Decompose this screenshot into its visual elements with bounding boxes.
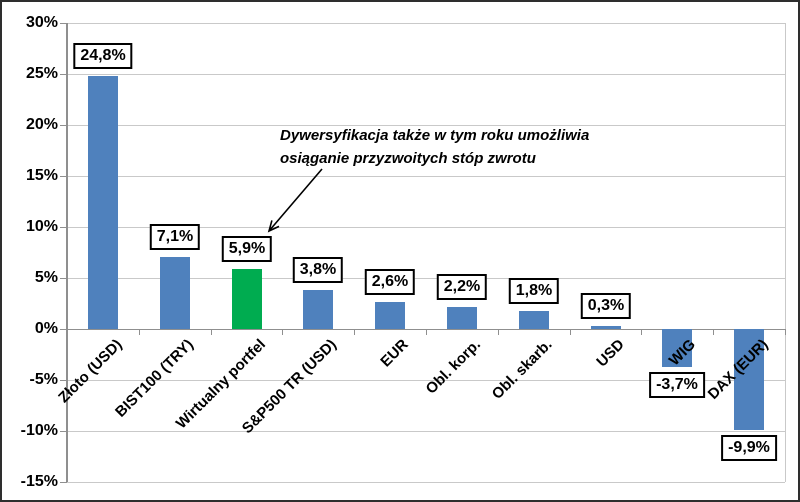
y-axis-tick bbox=[60, 278, 67, 279]
y-axis-tick bbox=[60, 482, 67, 483]
bar bbox=[88, 76, 118, 329]
bar bbox=[591, 326, 621, 329]
category-label-text: Obl. korp. bbox=[422, 336, 485, 398]
y-axis-tick-label: 20% bbox=[25, 116, 58, 133]
x-axis-tick bbox=[426, 329, 427, 335]
value-label: 0,3% bbox=[580, 293, 632, 319]
y-axis-tick-label: 0% bbox=[34, 320, 58, 337]
y-axis-tick-label: 10% bbox=[25, 218, 58, 235]
category-label-text: USD bbox=[593, 336, 629, 371]
annotation-line-2: osiąganie przyzwoitych stóp zwrotu bbox=[280, 150, 536, 167]
y-axis-tick bbox=[60, 431, 67, 432]
value-label: 3,8% bbox=[292, 257, 344, 283]
category-label-text: Obl. skarb. bbox=[489, 336, 557, 403]
bar bbox=[662, 329, 692, 367]
value-label: 2,2% bbox=[436, 274, 488, 300]
x-axis-tick bbox=[282, 329, 283, 335]
gridline bbox=[67, 227, 785, 228]
y-axis-tick bbox=[60, 380, 67, 381]
category-label-text: EUR bbox=[377, 336, 413, 371]
y-axis-tick-label: 5% bbox=[34, 269, 58, 286]
plot-right-border bbox=[785, 23, 786, 482]
x-axis-tick bbox=[139, 329, 140, 335]
value-label: 2,6% bbox=[364, 269, 416, 295]
gridline bbox=[67, 431, 785, 432]
gridline bbox=[67, 176, 785, 177]
x-axis-tick bbox=[641, 329, 642, 335]
y-axis-tick-label: 25% bbox=[25, 65, 58, 82]
y-axis-tick bbox=[60, 74, 67, 75]
y-axis-tick-label: -15% bbox=[20, 473, 58, 490]
y-axis-tick-label: 15% bbox=[25, 167, 58, 184]
y-axis-tick bbox=[60, 227, 67, 228]
value-label: 24,8% bbox=[73, 43, 133, 69]
gridline bbox=[67, 23, 785, 24]
x-axis-tick bbox=[570, 329, 571, 335]
annotation-text: Dywersyfikacja także w tym roku umożliwi… bbox=[280, 124, 589, 170]
y-axis-tick bbox=[60, 176, 67, 177]
gridline bbox=[67, 482, 785, 483]
bar-highlighted bbox=[232, 269, 262, 329]
x-axis-tick bbox=[498, 329, 499, 335]
value-label: 1,8% bbox=[508, 278, 560, 304]
gridline bbox=[67, 278, 785, 279]
bar bbox=[734, 329, 764, 430]
y-axis-tick-label: 30% bbox=[25, 14, 58, 31]
y-axis-tick-label: -5% bbox=[29, 371, 58, 388]
value-label: 7,1% bbox=[149, 224, 201, 250]
annotation-arrow bbox=[267, 168, 323, 233]
bar bbox=[303, 290, 333, 329]
bar bbox=[519, 311, 549, 329]
y-axis-tick-label: -10% bbox=[20, 422, 58, 439]
value-label: -9,9% bbox=[721, 435, 777, 461]
gridline bbox=[67, 74, 785, 75]
y-axis-tick bbox=[60, 23, 67, 24]
gridline bbox=[67, 125, 785, 126]
value-label: -3,7% bbox=[649, 372, 705, 398]
y-axis-line bbox=[66, 23, 68, 482]
gridline bbox=[67, 380, 785, 381]
x-axis-tick bbox=[785, 329, 786, 335]
value-label: 5,9% bbox=[221, 236, 273, 262]
x-axis-tick bbox=[354, 329, 355, 335]
x-axis-tick bbox=[211, 329, 212, 335]
y-axis-tick bbox=[60, 329, 67, 330]
annotation-line-1: Dywersyfikacja także w tym roku umożliwi… bbox=[280, 127, 590, 144]
x-axis-tick bbox=[67, 329, 68, 335]
x-axis-tick bbox=[713, 329, 714, 335]
bar bbox=[375, 302, 405, 329]
y-axis-tick bbox=[60, 125, 67, 126]
bar bbox=[160, 257, 190, 329]
bar bbox=[447, 307, 477, 329]
